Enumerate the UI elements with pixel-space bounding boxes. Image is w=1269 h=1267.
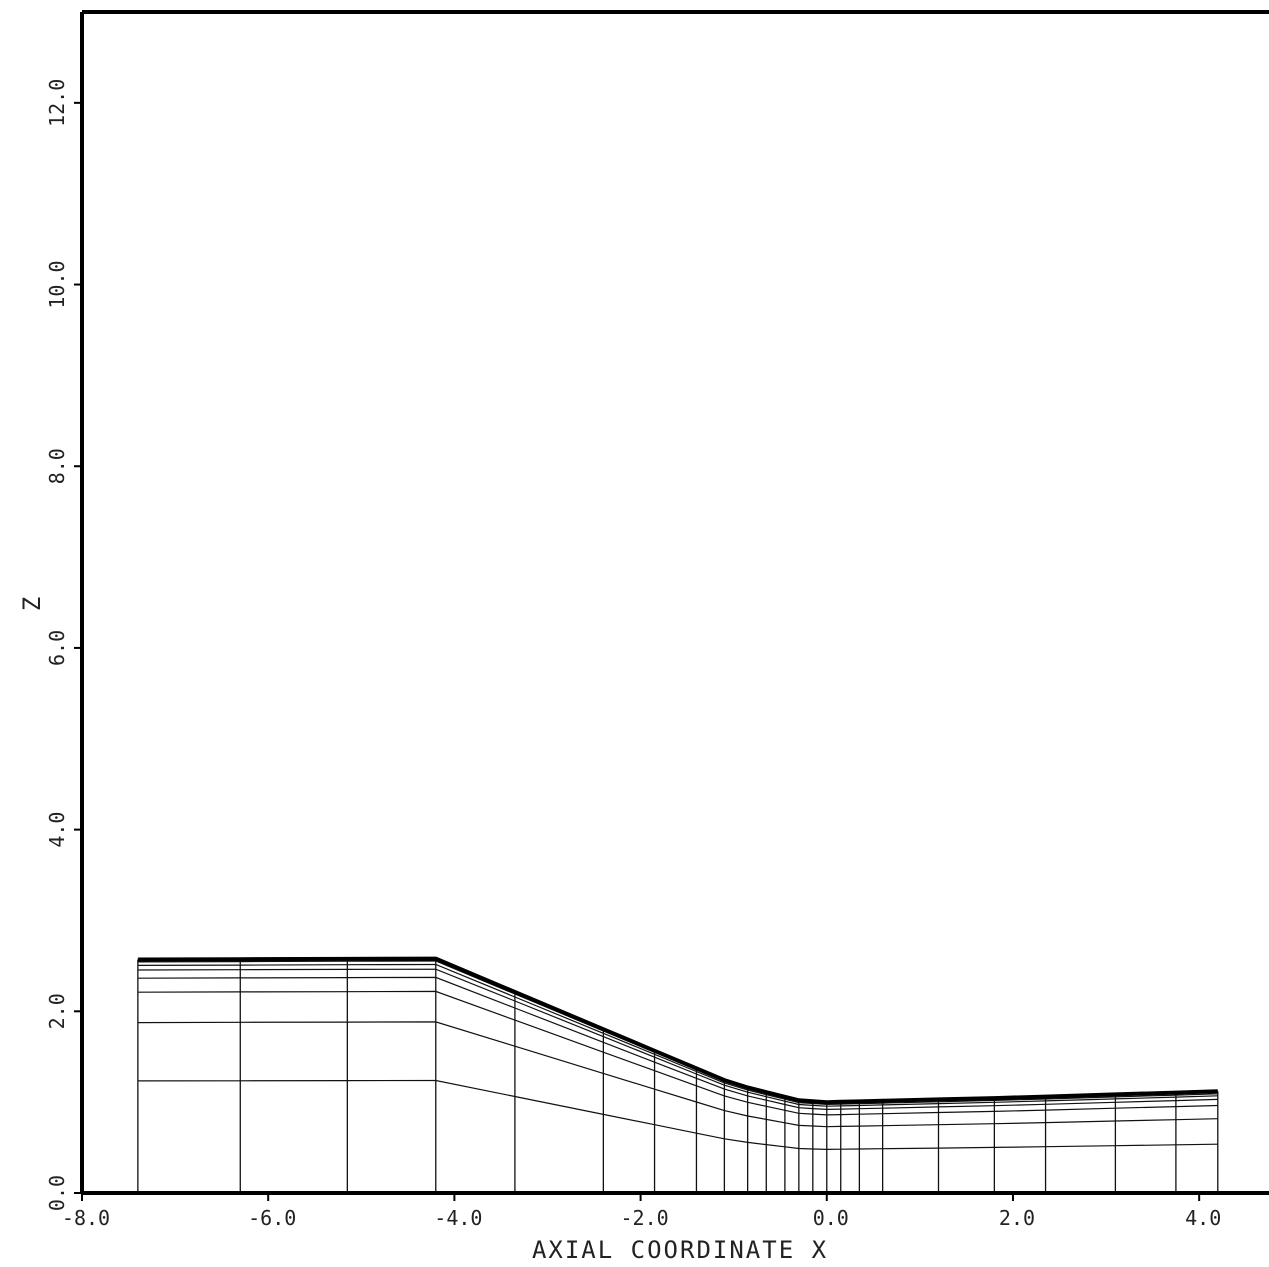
x-axis-ticks: -8.0 -6.0 -4.0 -2.0 0.0 2.0 4.0 (62, 1193, 1221, 1230)
radial-line-5 (137, 963, 1218, 1106)
x-tick-label-3: -2.0 (621, 1206, 669, 1230)
y-axis-ticks: 0.0 2.0 4.0 6.0 8.0 10.0 12.0 (45, 79, 82, 1211)
grid-lines (137, 958, 1219, 1193)
y-tick-label-6: 12.0 (45, 79, 69, 127)
y-tick-label-5: 10.0 (45, 260, 69, 308)
y-tick-label-1: 2.0 (45, 993, 69, 1029)
x-tick-label-1: -6.0 (248, 1206, 296, 1230)
x-tick-label-6: 4.0 (1185, 1206, 1221, 1230)
radial-line-3 (137, 976, 1218, 1111)
y-tick-label-4: 8.0 (45, 448, 69, 484)
x-tick-label-2: -4.0 (434, 1206, 482, 1230)
plot-frame (80, 10, 1269, 1195)
x-axis-label: AXIAL COORDINATE X (532, 1236, 828, 1264)
x-tick-label-4: 0.0 (813, 1206, 849, 1230)
y-axis-label: Z (18, 595, 46, 611)
y-tick-label-0: 0.0 (45, 1175, 69, 1211)
x-tick-label-5: 2.0 (999, 1206, 1035, 1230)
x-tick-label-0: -8.0 (62, 1206, 110, 1230)
radial-line-1 (137, 1021, 1218, 1128)
series-group (137, 956, 1218, 1151)
radial-line-0 (137, 1079, 1218, 1151)
y-tick-label-2: 4.0 (45, 812, 69, 848)
radial-line-4 (137, 968, 1218, 1107)
radial-line-2 (137, 990, 1218, 1116)
y-tick-label-3: 6.0 (45, 630, 69, 666)
outer-boundary-line (137, 956, 1218, 1105)
radial-line-6 (137, 960, 1218, 1104)
